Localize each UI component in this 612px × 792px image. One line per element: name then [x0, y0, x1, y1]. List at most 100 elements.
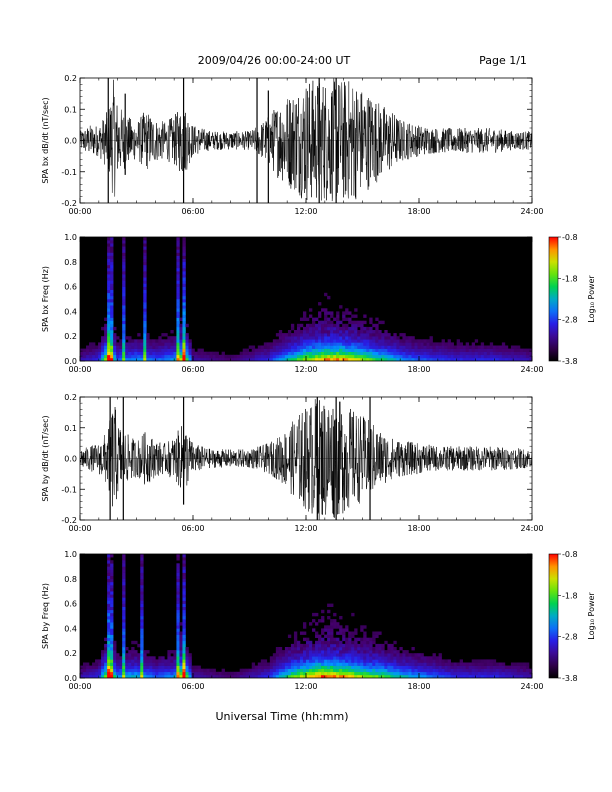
spectrogram-cell — [333, 668, 337, 673]
spectrogram-cell — [417, 665, 421, 669]
spectrogram-cell — [110, 351, 114, 356]
spectrogram-cell — [281, 336, 286, 340]
spectrogram-cell — [281, 351, 286, 356]
spectrogram-cell — [143, 671, 147, 676]
spectrogram-cell — [447, 342, 451, 346]
spectrogram-cell — [342, 351, 346, 356]
spectrogram-cell — [287, 339, 292, 343]
spectrogram-cell — [131, 348, 135, 352]
spectrogram-cell — [146, 662, 150, 666]
spectrogram-cell — [302, 336, 307, 340]
spectrogram-cell — [399, 662, 403, 666]
spectrogram-cell — [315, 323, 319, 328]
spectrogram-cell — [369, 662, 373, 666]
spectrogram-cell — [107, 336, 111, 340]
spectrogram-cell — [363, 326, 367, 331]
y-axis-label: SPA bx dB/dt (nT/sec) — [41, 97, 50, 183]
spectrogram-cell — [477, 674, 482, 678]
spectrogram-cell — [128, 659, 132, 663]
spectrogram-cell — [113, 665, 117, 669]
spectrogram-cell — [275, 345, 280, 349]
spectrogram-cell — [143, 653, 147, 657]
spectrogram-cell — [182, 280, 186, 284]
spectrogram-cell — [143, 249, 147, 253]
spectrogram-cell — [278, 357, 283, 361]
spectrogram-cell — [182, 674, 186, 678]
spectrogram-cell — [140, 339, 144, 343]
spectrogram-cell — [396, 650, 400, 654]
page-label: Page 1/1 — [479, 54, 527, 67]
spectrogram-cell — [176, 578, 180, 583]
spectrogram-cell — [176, 283, 180, 287]
spectrogram-cell — [489, 671, 494, 676]
spectrogram-cell — [140, 588, 144, 592]
spectrogram-cell — [366, 351, 370, 356]
spectrogram-cell — [480, 665, 485, 669]
y-tick-label: 0.2 — [64, 332, 77, 341]
spectrogram-cell — [330, 619, 334, 623]
spectrogram-cell — [348, 643, 352, 648]
spectrogram-cell — [306, 659, 310, 663]
spectrogram-cell — [372, 647, 376, 651]
spectrogram-cell — [324, 320, 328, 325]
spectrogram-cell — [176, 323, 180, 328]
spectrogram-cell — [278, 650, 283, 654]
spectrogram-cell — [122, 566, 126, 570]
spectrogram-cell — [369, 674, 373, 678]
spectrogram-cell — [173, 357, 177, 361]
spectrogram-cell — [330, 650, 334, 654]
spectrogram-cell — [251, 671, 256, 676]
spectrogram-cell — [278, 653, 283, 657]
spectrogram-cell — [420, 342, 424, 346]
spectrogram-cell — [324, 647, 328, 651]
spectrogram-cell — [86, 351, 90, 356]
spectrogram-cell — [369, 637, 373, 642]
spectrogram-cell — [399, 351, 403, 356]
spectrogram-cell — [330, 668, 334, 673]
spectrogram-cell — [134, 674, 138, 678]
spectrogram-cell — [384, 345, 388, 349]
spectrogram-cell — [143, 268, 147, 272]
spectrogram-cell — [396, 668, 400, 673]
spectrogram-cell — [312, 650, 316, 654]
spectrogram-cell — [357, 647, 361, 651]
spectrogram-cell — [128, 671, 132, 676]
spectrogram-cell — [101, 659, 105, 663]
spectrogram-cell — [260, 668, 265, 673]
spectrogram-cell — [110, 357, 114, 361]
spectrogram-cell — [327, 336, 331, 340]
spectrogram-cell — [375, 342, 379, 346]
spectrogram-cell — [176, 600, 180, 604]
spectrogram-cell — [414, 354, 418, 359]
spectrogram-cell — [498, 345, 503, 349]
spectrogram-cell — [140, 594, 144, 598]
spectrogram-cell — [405, 656, 409, 660]
spectrogram-cell — [179, 317, 183, 321]
spectrogram-cell — [104, 354, 108, 359]
spectrogram-cell — [107, 246, 111, 250]
spectrogram-cell — [119, 348, 123, 352]
spectrogram-cell — [182, 597, 186, 601]
spectrogram-cell — [176, 563, 180, 567]
spectrogram-cell — [140, 569, 144, 573]
spectrogram-cell — [101, 351, 105, 356]
spectrogram-cell — [345, 640, 349, 645]
spectrogram-cell — [312, 323, 316, 328]
spectrogram-cell — [290, 345, 295, 349]
spectrogram-cell — [164, 342, 168, 346]
spectrogram-cell — [272, 668, 277, 673]
spectrogram-cell — [330, 656, 334, 660]
spectrogram-cell — [369, 348, 373, 352]
spectrogram-cell — [275, 662, 280, 666]
spectrogram-cell — [459, 665, 463, 669]
spectrogram-cell — [110, 246, 114, 250]
spectrogram-cell — [324, 333, 328, 337]
spectrogram-cell — [354, 330, 358, 334]
spectrogram-cell — [480, 351, 485, 356]
spectrogram-cell — [176, 619, 180, 623]
spectrogram-cell — [453, 662, 457, 666]
spectrogram-cell — [330, 342, 334, 346]
spectrogram-cell — [492, 348, 497, 352]
spectrogram-cell — [203, 357, 207, 361]
spectrogram-cell — [164, 665, 168, 669]
